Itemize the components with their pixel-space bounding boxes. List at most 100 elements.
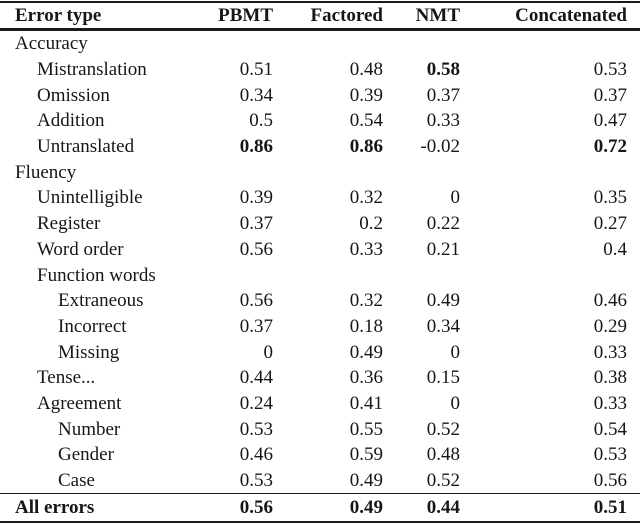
table-row: Function words: [0, 262, 640, 288]
value-cell: [383, 30, 460, 57]
value-cell: 0.29: [593, 315, 627, 337]
value-cell: 0.53: [593, 444, 627, 466]
value-cell: 0.56: [239, 238, 273, 260]
value-cell: 0.2: [359, 213, 383, 235]
value-cell: 0.86: [349, 136, 383, 158]
table-row: Incorrect 0.37 0.18 0.34 0.29: [0, 314, 640, 340]
value-cell: 0.53: [593, 59, 627, 81]
table-row: Untranslated 0.86 0.86 -0.02 0.72: [0, 134, 640, 160]
value-cell: [215, 262, 273, 288]
row-label: Fluency: [15, 161, 77, 183]
table-row: Fluency: [0, 159, 640, 185]
table-row: Omission 0.34 0.39 0.37 0.37: [0, 82, 640, 108]
table-row: Extraneous 0.56 0.32 0.49 0.46: [0, 288, 640, 314]
value-cell: 0: [450, 187, 461, 209]
row-label: Gender: [58, 444, 114, 466]
value-cell: [460, 262, 640, 288]
value-cell: 0.72: [593, 136, 627, 158]
column-header-error-type: Error type: [0, 2, 215, 31]
row-label: Accuracy: [15, 33, 88, 55]
value-cell: 0.37: [239, 315, 273, 337]
value-cell: 0.4: [603, 238, 627, 260]
value-cell: 0.15: [426, 367, 460, 389]
row-label: Missing: [58, 341, 120, 363]
value-cell: 0.41: [349, 392, 383, 414]
value-cell: 0.33: [349, 238, 383, 260]
row-label: Addition: [37, 110, 105, 132]
table-row: Number 0.53 0.55 0.52 0.54: [0, 416, 640, 442]
value-cell: 0.49: [426, 290, 460, 312]
row-label: Register: [37, 213, 101, 235]
value-cell: 0.49: [349, 470, 383, 492]
table-row: Addition 0.5 0.54 0.33 0.47: [0, 108, 640, 134]
total-row-label: All errors: [0, 493, 215, 523]
value-cell: 0.32: [349, 187, 383, 209]
row-label: Incorrect: [58, 315, 127, 337]
value-cell: 0.33: [426, 110, 460, 132]
table-row: Accuracy: [0, 30, 640, 57]
total-value-pbmt: 0.56: [215, 493, 273, 523]
error-table-body: Accuracy Mistranslation 0.51 0.48 0.58 0.53 Om…: [0, 30, 640, 494]
column-header-nmt: NMT: [383, 2, 460, 31]
table-row: Missing 0 0.49 0 0.33: [0, 339, 640, 365]
value-cell: 0.37: [426, 84, 460, 106]
value-cell: [273, 30, 383, 57]
value-cell: 0.22: [426, 213, 460, 235]
table-row: Case 0.53 0.49 0.52 0.56: [0, 468, 640, 494]
column-header-factored: Factored: [273, 2, 383, 31]
value-cell: 0.86: [239, 136, 273, 158]
value-cell: 0.34: [239, 84, 273, 106]
value-cell: 0.58: [426, 59, 460, 81]
value-cell: 0.46: [593, 290, 627, 312]
value-cell: 0: [450, 341, 461, 363]
table-row: Tense... 0.44 0.36 0.15 0.38: [0, 365, 640, 391]
value-cell: 0.18: [349, 315, 383, 337]
value-cell: [460, 159, 640, 185]
value-cell: 0.46: [239, 444, 273, 466]
value-cell: 0.48: [349, 59, 383, 81]
value-cell: [460, 30, 640, 57]
value-cell: 0.52: [426, 470, 460, 492]
row-label: Tense...: [37, 367, 96, 389]
table-row: Unintelligible 0.39 0.32 0 0.35: [0, 185, 640, 211]
column-header-pbmt: PBMT: [215, 2, 273, 31]
row-label: Untranslated: [37, 136, 135, 158]
row-label: Extraneous: [58, 290, 144, 312]
total-value-nmt: 0.44: [383, 493, 460, 523]
value-cell: 0.27: [593, 213, 627, 235]
row-label: Mistranslation: [37, 59, 147, 81]
value-cell: 0.53: [239, 418, 273, 440]
value-cell: 0.39: [349, 84, 383, 106]
row-label: Omission: [37, 84, 110, 106]
value-cell: 0.38: [593, 367, 627, 389]
total-row: All errors 0.56 0.49 0.44 0.51: [0, 493, 640, 523]
row-label: Word order: [37, 238, 124, 260]
table-row: Mistranslation 0.51 0.48 0.58 0.53: [0, 57, 640, 83]
value-cell: 0.49: [349, 341, 383, 363]
value-cell: 0.5: [249, 110, 273, 132]
row-label: Function words: [37, 264, 156, 286]
value-cell: 0.33: [593, 392, 627, 414]
value-cell: 0: [263, 341, 274, 363]
value-cell: 0.37: [593, 84, 627, 106]
value-cell: [273, 262, 383, 288]
value-cell: 0.21: [426, 238, 460, 260]
value-cell: 0.51: [239, 59, 273, 81]
value-cell: 0.59: [349, 444, 383, 466]
total-value-concatenated: 0.51: [460, 493, 640, 523]
total-value-factored: 0.49: [273, 493, 383, 523]
value-cell: 0.33: [593, 341, 627, 363]
value-cell: [215, 159, 273, 185]
column-header-concatenated: Concatenated: [460, 2, 640, 31]
value-cell: 0.52: [426, 418, 460, 440]
row-label: Case: [58, 470, 95, 492]
value-cell: 0.48: [426, 444, 460, 466]
table-row: Agreement 0.24 0.41 0 0.33: [0, 391, 640, 417]
value-cell: 0.44: [239, 367, 273, 389]
value-cell: 0.55: [349, 418, 383, 440]
value-cell: -0.02: [420, 136, 460, 158]
row-label: Number: [58, 418, 121, 440]
value-cell: 0.39: [239, 187, 273, 209]
value-cell: 0.36: [349, 367, 383, 389]
